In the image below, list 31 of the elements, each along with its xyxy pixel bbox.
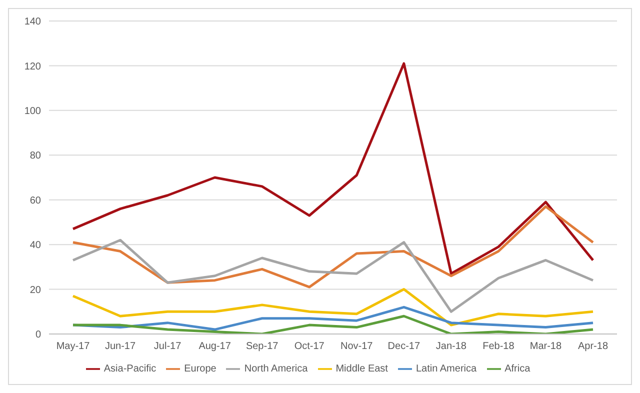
- x-tick-label: Aug-17: [198, 341, 232, 352]
- legend-label: Middle East: [336, 364, 388, 375]
- x-tick-label: Apr-18: [578, 341, 608, 352]
- line-series: [72, 62, 594, 275]
- x-tick-label: Feb-18: [482, 341, 515, 352]
- line-series: [72, 238, 594, 313]
- y-tick-label: 60: [30, 195, 42, 206]
- y-tick-label: 100: [24, 106, 42, 117]
- x-tick-label: Nov-17: [340, 341, 374, 352]
- y-tick-label: 20: [30, 284, 42, 296]
- x-tick-label: Mar-18: [530, 341, 562, 352]
- line-series: [72, 205, 594, 288]
- x-tick-label: Dec-17: [388, 341, 420, 352]
- legend-label: Africa: [504, 364, 530, 375]
- legend-label: Europe: [184, 364, 216, 375]
- x-tick-label: Jul-17: [154, 341, 182, 352]
- legend-label: North America: [244, 364, 308, 375]
- y-tick-label: 120: [24, 61, 42, 72]
- line-series: [72, 314, 594, 334]
- x-tick-label: Sep-17: [246, 341, 279, 352]
- line-series: [72, 288, 594, 326]
- y-tick-label: 40: [30, 240, 42, 252]
- y-tick-label: 140: [24, 16, 42, 28]
- y-tick-label: 0: [35, 330, 42, 341]
- x-tick-label: Oct-17: [294, 341, 325, 352]
- x-tick-label: Jan-18: [436, 341, 467, 352]
- legend-label: Latin America: [416, 364, 477, 375]
- y-tick-label: 80: [30, 150, 42, 162]
- x-tick-label: May-17: [56, 341, 90, 352]
- x-tick-label: Jun-17: [104, 341, 136, 352]
- legend-label: Asia-Pacific: [104, 364, 156, 375]
